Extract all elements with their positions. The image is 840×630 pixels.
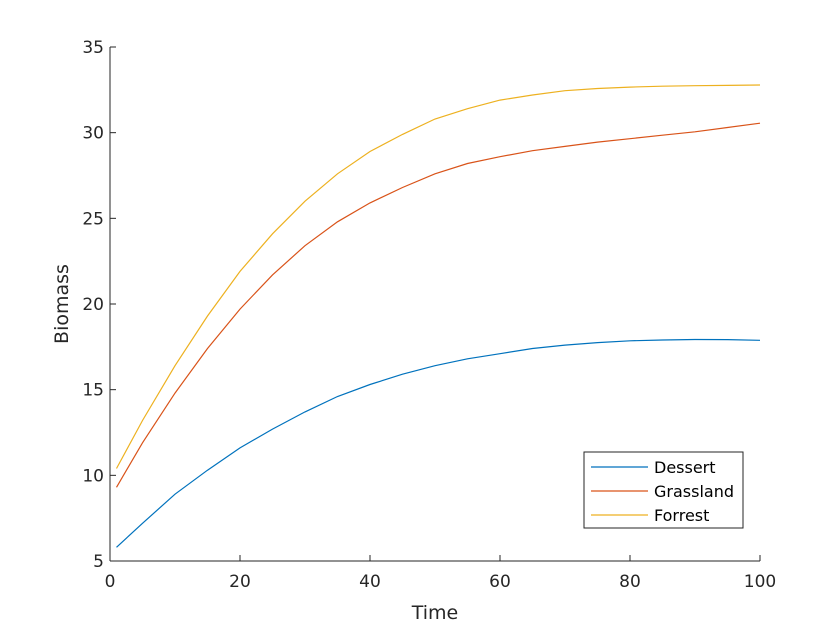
y-tick-label: 20 (82, 295, 104, 315)
legend-label-grassland: Grassland (654, 482, 734, 501)
y-axis-label: Biomass (51, 264, 73, 344)
x-tick-label: 0 (105, 572, 116, 592)
series-group (115, 84, 761, 548)
legend: Dessert Grassland Forrest (583, 451, 744, 529)
series-line-dessert (116, 338, 761, 548)
x-tick-label: 100 (744, 572, 776, 592)
y-tick-label: 15 (82, 381, 104, 401)
x-tick-label: 60 (489, 572, 511, 592)
axes: 0 20 40 60 80 100 5 10 15 20 25 30 35 (82, 38, 776, 592)
y-tick-label: 5 (93, 552, 104, 572)
legend-label-forrest: Forrest (654, 506, 709, 525)
y-tick-label: 30 (82, 124, 104, 144)
x-tick-label: 80 (619, 572, 641, 592)
y-tick-label: 25 (82, 209, 104, 229)
series-line-forrest (115, 84, 761, 469)
x-tick-label: 20 (229, 572, 251, 592)
x-axis-label: Time (411, 602, 459, 624)
x-tick-label: 40 (359, 572, 381, 592)
legend-label-dessert: Dessert (654, 458, 716, 477)
y-tick-label: 10 (82, 466, 104, 486)
y-tick-label: 35 (82, 38, 104, 58)
series-line-grassland (115, 122, 761, 488)
